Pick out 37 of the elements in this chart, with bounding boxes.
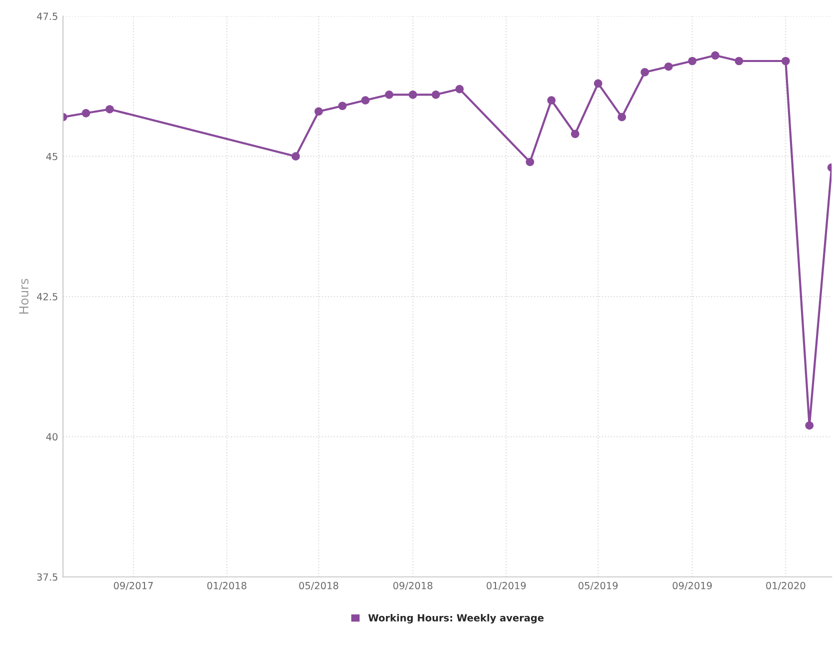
x-tick-label: 01/2020 <box>766 582 806 590</box>
point <box>547 96 556 104</box>
point <box>805 421 814 430</box>
point <box>408 90 418 99</box>
x-tick-label: 01/2018 <box>207 582 246 590</box>
y-tick-label: 42.5 <box>36 292 58 300</box>
point <box>314 107 323 116</box>
point <box>594 79 602 88</box>
point <box>734 56 744 66</box>
point <box>688 56 696 66</box>
x-tick-label: 09/2018 <box>393 582 432 590</box>
x-tick-label: 01/2019 <box>486 582 526 590</box>
x-tick-label: 09/2019 <box>672 582 712 590</box>
x-tick-label: 09/2017 <box>114 582 153 590</box>
point <box>664 62 673 71</box>
point <box>618 112 626 122</box>
point <box>455 84 464 94</box>
legend-label: Working Hours: Weekly average <box>368 614 544 624</box>
point <box>711 51 720 60</box>
point <box>106 105 114 114</box>
x-tick-label: 05/2018 <box>299 582 338 590</box>
y-tick-label: 40 <box>46 433 58 441</box>
point <box>640 68 649 76</box>
y-tick-label: 47.5 <box>36 12 58 20</box>
point <box>782 56 790 66</box>
y-axis-title: Hours <box>19 278 29 314</box>
y-tick-label: 37.5 <box>37 573 58 581</box>
point <box>384 90 394 99</box>
point <box>432 90 440 99</box>
point <box>526 158 534 166</box>
point <box>338 102 347 110</box>
point <box>82 108 90 118</box>
y-tick-label: 45 <box>46 152 58 160</box>
point <box>361 96 370 104</box>
x-tick-label: 05/2019 <box>578 582 618 590</box>
point <box>292 152 300 160</box>
point <box>570 130 580 138</box>
